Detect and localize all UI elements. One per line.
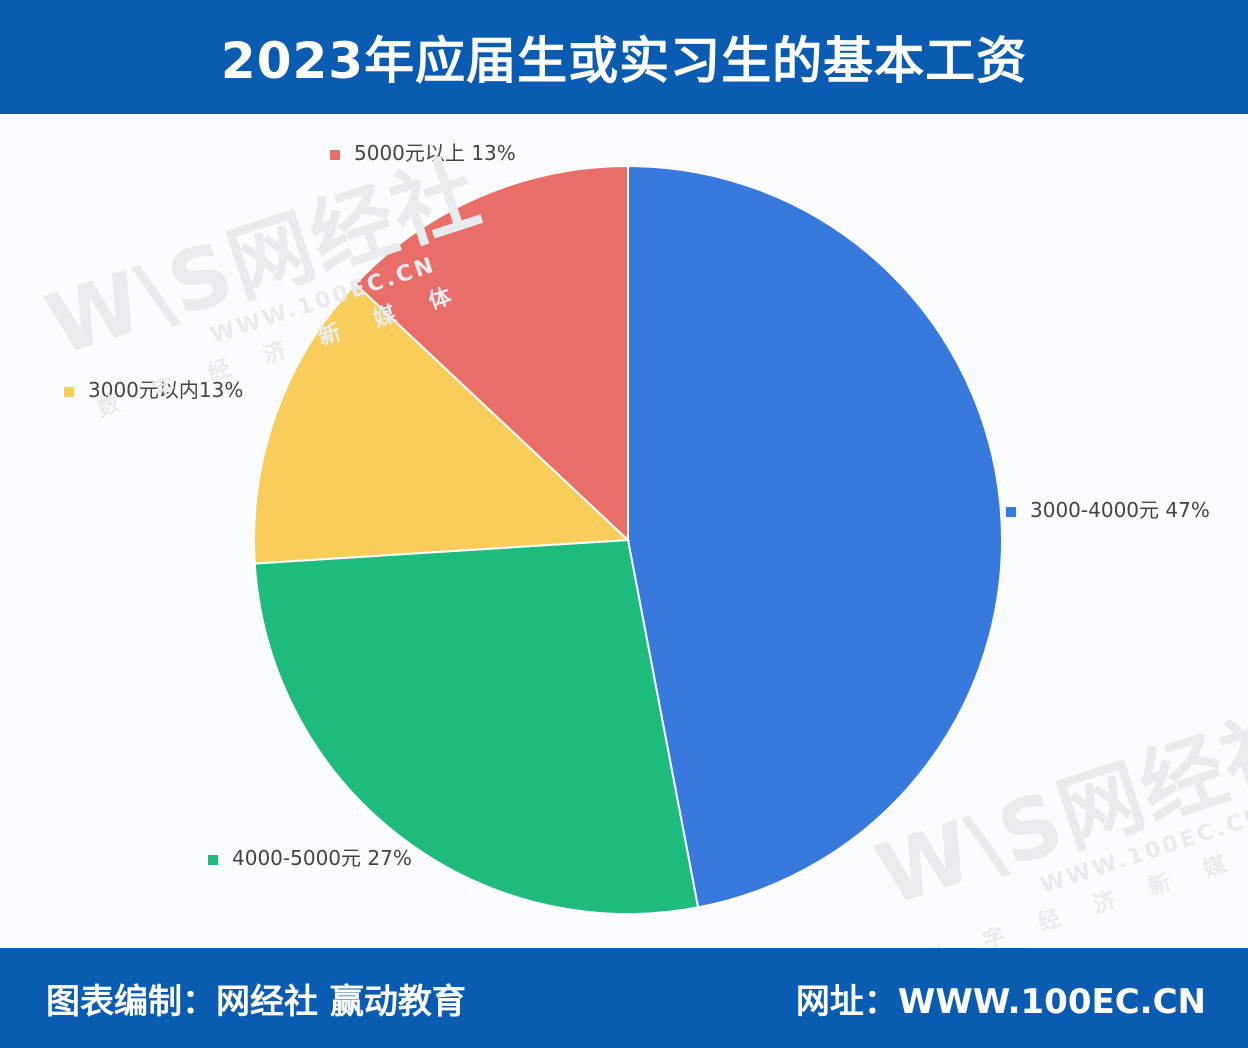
footer-website: 网址：WWW.100EC.CN [795, 982, 1206, 1022]
title-bar: 2023年应届生或实习生的基本工资 [0, 0, 1248, 114]
footer-bar: 图表编制：网经社 赢动教育 网址：WWW.100EC.CN [0, 948, 1248, 1048]
pie-slices [253, 164, 1003, 915]
pie-slice [353, 164, 629, 543]
legend-swatch [208, 855, 218, 865]
legend-swatch [330, 150, 340, 160]
chart-area: W\S网经社 WWW.100EC.CN 数字经济新媒体 W\S网经社 WWW.1… [0, 114, 1248, 972]
legend-swatch [64, 387, 74, 397]
pie-slice [253, 282, 631, 565]
footer-credit: 图表编制：网经社 赢动教育 [46, 982, 466, 1022]
chart-title: 2023年应届生或实习生的基本工资 [220, 32, 1028, 90]
pie-labels: 3000-4000元 47% 4000-5000元 27% 3000元以内13% 50… [64, 141, 1210, 870]
slice-label: 4000-5000元 27% [232, 846, 412, 870]
slice-label: 5000元以上 13% [354, 141, 516, 165]
legend-swatch [1006, 507, 1016, 517]
pie-chart: 3000-4000元 47% 4000-5000元 27% 3000元以内13% 50… [64, 141, 1210, 915]
slice-label: 3000-4000元 47% [1030, 498, 1210, 522]
pie-slice [627, 164, 1003, 909]
slice-label: 3000元以内13% [88, 378, 243, 402]
pie-slice [253, 538, 700, 915]
